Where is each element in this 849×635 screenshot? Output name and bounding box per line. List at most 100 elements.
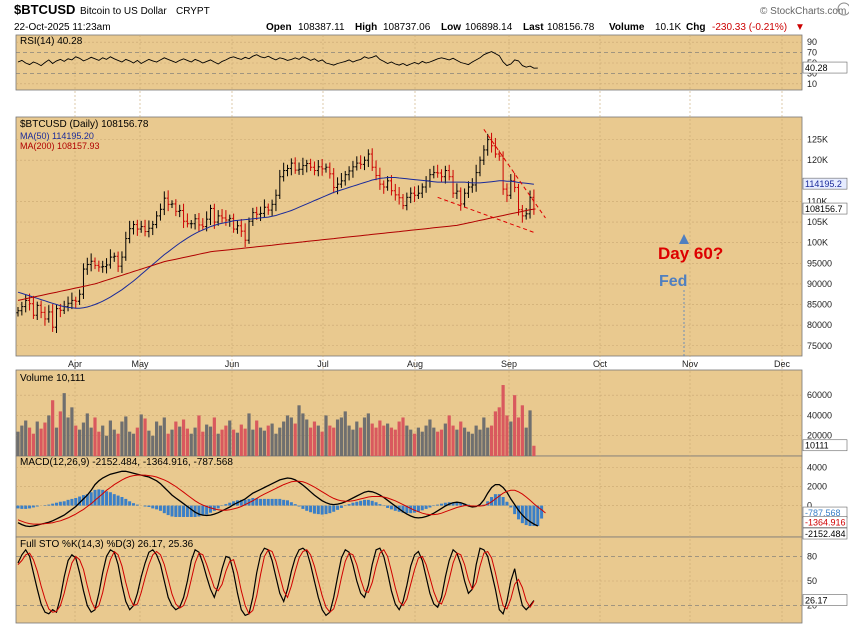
volume-bar xyxy=(244,429,247,456)
volume-bar xyxy=(247,413,250,456)
volume-bar xyxy=(113,430,116,456)
volume-bar xyxy=(517,417,520,456)
macd-histogram-bar xyxy=(59,502,62,506)
macd-histogram-bar xyxy=(425,506,428,509)
volume-bar xyxy=(236,433,239,456)
volume-bar xyxy=(267,426,270,456)
volume-bar xyxy=(40,429,43,456)
volume-bar xyxy=(32,434,35,456)
volume-bar xyxy=(425,426,428,456)
volume-bar xyxy=(70,407,73,456)
volume-bar xyxy=(205,425,208,456)
macd-legend: MACD(12,26,9) -2152.484, -1364.916, -787… xyxy=(20,457,233,468)
volume-bar xyxy=(47,415,50,456)
volume-bar xyxy=(328,426,331,456)
macd-histogram-bar xyxy=(55,503,58,506)
volume-bar xyxy=(521,405,524,456)
high-value: 108737.06 xyxy=(383,22,431,33)
macd-histogram-bar xyxy=(51,504,54,506)
low-value: 106898.14 xyxy=(465,22,513,33)
value-tick-label: 125K xyxy=(807,135,828,145)
volume-bar xyxy=(528,410,531,456)
annotation-day-60: Day 60? xyxy=(658,244,723,263)
macd-histogram-bar xyxy=(421,506,424,511)
volume-bar xyxy=(505,415,508,456)
volume-bar xyxy=(309,428,312,456)
value-tick-label: 90000 xyxy=(807,279,832,289)
stochastic-last-tag: 26.17 xyxy=(805,596,828,606)
open-label: Open xyxy=(266,22,292,33)
volume-bar xyxy=(394,430,397,456)
volume-bar xyxy=(217,434,220,456)
stochastic-legend: Full STO %K(14,3) %D(3) 26.17, 25.36 xyxy=(20,539,194,550)
volume-bar xyxy=(124,416,127,456)
volume-bar xyxy=(440,430,443,456)
value-tick-label: 80 xyxy=(807,551,817,561)
volume-bar xyxy=(490,426,493,456)
macd-histogram-bar xyxy=(28,506,31,509)
volume-bar xyxy=(63,393,66,456)
volume-bar xyxy=(190,434,193,456)
volume-bar xyxy=(525,428,528,456)
macd-histogram-bar xyxy=(355,502,358,506)
macd-histogram-bar xyxy=(363,500,366,506)
volume-bar xyxy=(159,426,162,456)
macd-tag: -2152.484 xyxy=(805,529,846,539)
macd-histogram-bar xyxy=(321,506,324,515)
macd-histogram-bar xyxy=(502,497,505,506)
value-tick-label: 10 xyxy=(807,79,817,89)
volume-bar xyxy=(348,426,351,456)
month-tick-label: Dec xyxy=(774,359,791,369)
volume-bar xyxy=(405,426,408,456)
macd-histogram-bar xyxy=(17,506,20,509)
chart-header: $BTCUSD Bitcoin to US Dollar CRYPT 22-Oc… xyxy=(14,2,849,33)
macd-histogram-bar xyxy=(309,506,312,513)
volume-bar xyxy=(278,428,281,456)
macd-histogram-bar xyxy=(375,502,378,505)
volume-bar xyxy=(147,431,150,456)
volume-bar xyxy=(436,432,439,456)
volume-bar xyxy=(16,432,19,456)
macd-histogram-bar xyxy=(190,506,193,517)
volume-value: 10.1K xyxy=(655,22,681,33)
macd-histogram-bar xyxy=(348,504,351,505)
month-tick-label: Jun xyxy=(225,359,240,369)
volume-bar xyxy=(417,428,420,456)
volume-bar xyxy=(421,432,424,456)
macd-histogram-bar xyxy=(147,506,150,507)
volume-bar xyxy=(97,432,100,456)
macd-histogram-bar xyxy=(182,506,185,517)
price-tag: 108156.7 xyxy=(805,204,843,214)
volume-bar xyxy=(101,426,104,456)
volume-bar xyxy=(155,422,158,456)
value-tick-label: 40000 xyxy=(807,410,832,420)
macd-histogram-bar xyxy=(132,503,135,505)
volume-bar xyxy=(197,415,200,456)
volume-bar xyxy=(105,436,108,456)
macd-histogram-bar xyxy=(163,506,166,514)
value-tick-label: 2000 xyxy=(807,482,827,492)
macd-histogram-bar xyxy=(105,491,108,505)
macd-histogram-bar xyxy=(128,501,131,505)
ma50-legend: MA(50) 114195.20 xyxy=(20,131,94,141)
volume-bar xyxy=(163,417,166,456)
volume-bar xyxy=(255,421,258,456)
macd-histogram-bar xyxy=(286,500,289,505)
volume-bar xyxy=(274,434,277,456)
macd-histogram-bar xyxy=(525,506,528,526)
month-tick-label: May xyxy=(131,359,149,369)
volume-bar xyxy=(59,411,62,456)
value-tick-label: 85000 xyxy=(807,300,832,310)
macd-histogram-bar xyxy=(63,501,66,505)
macd-histogram-bar xyxy=(386,506,389,508)
price-legend: $BTCUSD (Daily) 108156.78 xyxy=(20,119,149,130)
volume-bar xyxy=(390,428,393,456)
macd-histogram-bar xyxy=(298,506,301,507)
macd-histogram-bar xyxy=(209,506,212,513)
macd-histogram-bar xyxy=(32,506,35,508)
macd-histogram-bar xyxy=(36,506,39,507)
volume-bar xyxy=(232,430,235,456)
macd-histogram-bar xyxy=(325,506,328,515)
